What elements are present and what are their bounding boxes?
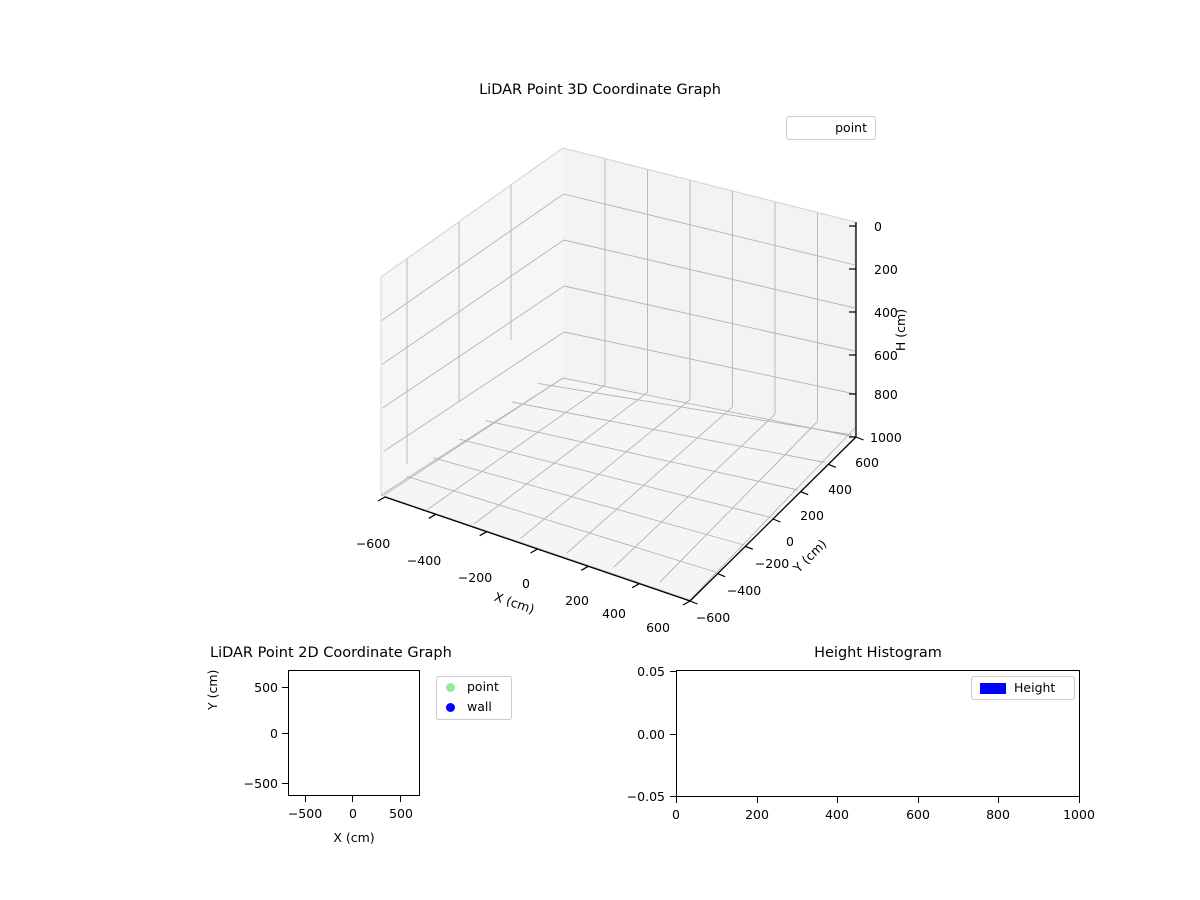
x-tickmark-hist xyxy=(676,797,678,803)
legend-histogram[interactable]: Height xyxy=(971,676,1075,700)
legend-item-wall[interactable]: wall xyxy=(437,698,513,718)
pane-group xyxy=(381,148,855,600)
y-tick-label-hist: −0.05 xyxy=(626,789,665,804)
grid-lines-3d xyxy=(380,147,856,601)
x-tickmark-2d xyxy=(400,796,402,802)
x-tick-label-hist: 1000 xyxy=(1063,807,1095,822)
y-tick-label-2d: 0 xyxy=(270,726,278,741)
x-tick-label-2d: −500 xyxy=(287,806,323,821)
x-tickmark-2d xyxy=(305,796,307,802)
x-tick-label: 0 xyxy=(522,576,530,591)
y-tick-label: −200 xyxy=(755,556,789,571)
y-tick-label-2d: 500 xyxy=(254,680,278,695)
x-tick-label-hist: 200 xyxy=(745,807,769,822)
x-tick-label: 600 xyxy=(646,620,670,635)
legend-label-point: point xyxy=(467,679,499,694)
x-tickmark-hist xyxy=(918,797,920,803)
x-tick-label-hist: 600 xyxy=(906,807,930,822)
legend-label-wall: wall xyxy=(467,699,492,714)
x-tickmark-hist xyxy=(757,797,759,803)
z-tick-label: 200 xyxy=(874,262,898,277)
legend-marker-wall-icon xyxy=(446,703,455,712)
pane-edges xyxy=(380,147,856,495)
pane-right-back xyxy=(563,148,855,437)
pane-floor xyxy=(381,378,855,600)
axes-3d-lidar: LiDAR Point 3D Coordinate Graph xyxy=(356,82,908,635)
x-tickmark-2d xyxy=(352,796,354,802)
z-axis-label: H (cm) xyxy=(893,309,908,351)
y-tickmark-2d xyxy=(282,733,288,735)
legend-3d[interactable]: point xyxy=(786,116,876,140)
y-tickmark-2d xyxy=(282,783,288,785)
z-tick-label: 1000 xyxy=(870,430,902,445)
x-axis-label: X (cm) xyxy=(492,589,536,617)
legend-label-height: Height xyxy=(1014,680,1056,695)
legend-marker-point-icon xyxy=(446,683,455,692)
tick-marks-3d xyxy=(377,225,864,606)
y-tickmark-hist xyxy=(670,734,676,736)
legend-patch-height-icon xyxy=(980,683,1006,694)
y-tickmark-2d xyxy=(282,687,288,689)
x-tickmark-hist xyxy=(1079,797,1081,803)
y-tick-label: −400 xyxy=(727,583,761,598)
x-tickmark-hist xyxy=(837,797,839,803)
y-tick-label: −600 xyxy=(696,610,730,625)
axes-3d-title: LiDAR Point 3D Coordinate Graph xyxy=(479,82,721,98)
y-tickmark-hist xyxy=(670,796,676,798)
x-tick-label-hist: 0 xyxy=(672,807,680,822)
x-tick-label-2d: 0 xyxy=(349,806,357,821)
pane-left-back xyxy=(381,148,563,495)
y-tickmark-hist xyxy=(670,671,676,673)
axes-2d-xlabel: X (cm) xyxy=(333,830,375,845)
legend-item-point[interactable]: point xyxy=(437,678,513,698)
axes-2d-title: LiDAR Point 2D Coordinate Graph xyxy=(210,645,452,661)
legend-label-point: point xyxy=(835,120,867,135)
y-axis-label: Y (cm) xyxy=(789,536,829,576)
x-tick-label-2d: 500 xyxy=(389,806,413,821)
x-tick-label: 400 xyxy=(602,606,626,621)
y-tick-label-hist: 0.00 xyxy=(637,727,665,742)
z-tick-label: 600 xyxy=(874,348,898,363)
x-tick-label: −600 xyxy=(356,536,390,551)
x-tick-label: 200 xyxy=(565,593,589,608)
tick-labels-3d: −600 −400 −200 0 200 400 600 −600 −400 −… xyxy=(356,219,902,635)
x-tick-label-hist: 400 xyxy=(825,807,849,822)
z-tick-label: 400 xyxy=(874,305,898,320)
y-tick-label-hist: 0.05 xyxy=(637,664,665,679)
axes-2d-frame[interactable] xyxy=(288,670,420,796)
y-tick-label-2d: −500 xyxy=(243,776,278,791)
y-tick-label: 400 xyxy=(828,482,852,497)
y-tick-label: 200 xyxy=(800,508,824,523)
x-tick-label-hist: 800 xyxy=(986,807,1010,822)
y-tick-label: 0 xyxy=(786,534,794,549)
y-tick-label: 600 xyxy=(855,455,879,470)
axes-histogram-title: Height Histogram xyxy=(814,645,942,661)
axes-3d-canvas: −600 −400 −200 0 200 400 600 −600 −400 −… xyxy=(356,147,908,635)
x-tick-label: −200 xyxy=(458,570,492,585)
legend-2d[interactable]: point wall xyxy=(436,676,512,720)
x-tickmark-hist xyxy=(998,797,1000,803)
axes-2d-ylabel: Y (cm) xyxy=(205,669,220,710)
x-tick-label: −400 xyxy=(407,553,441,568)
z-tick-label: 0 xyxy=(874,219,882,234)
z-tick-label: 800 xyxy=(874,387,898,402)
